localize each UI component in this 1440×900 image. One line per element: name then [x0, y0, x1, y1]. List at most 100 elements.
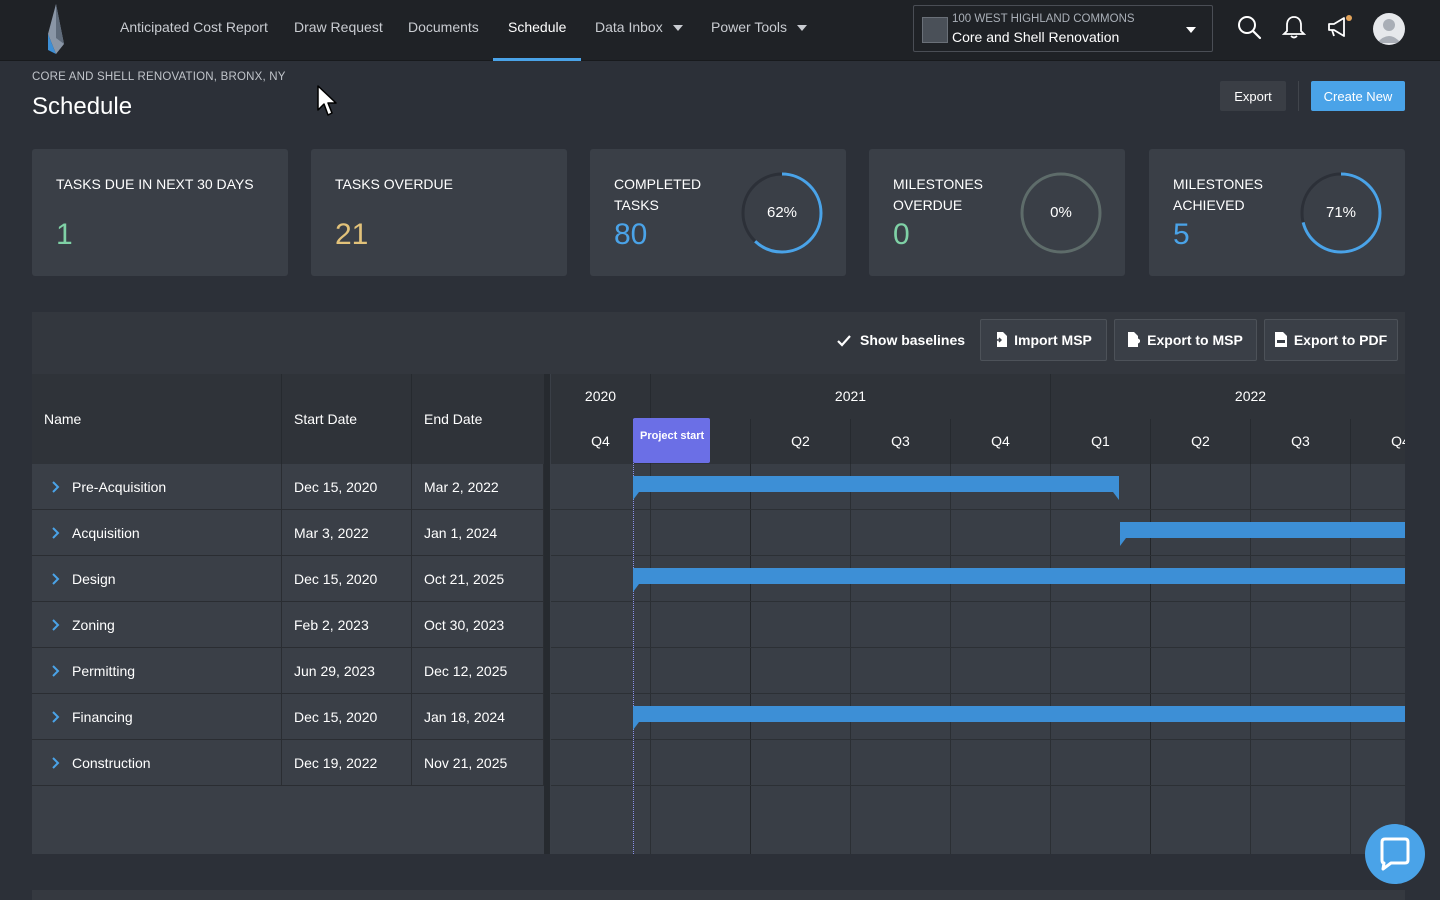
file-import-icon: [995, 332, 1008, 347]
chevron-right-icon[interactable]: [50, 573, 62, 585]
timeline-gridline: [750, 464, 751, 854]
nav-label: Schedule: [508, 19, 567, 35]
import-msp-button[interactable]: Import MSP: [980, 319, 1107, 361]
timeline-quarter: Q3: [1251, 419, 1351, 464]
cell-end-date: Mar 2, 2022: [412, 464, 544, 510]
gantt-toolbar: Show baselines Import MSP Export to MSP …: [32, 312, 1405, 374]
megaphone-icon[interactable]: [1326, 14, 1352, 40]
project-thumbnail: [922, 17, 948, 43]
timeline-quarter: Q4: [1351, 419, 1405, 464]
progress-ring: [741, 172, 823, 254]
cell-start-date: Dec 15, 2020: [282, 464, 412, 510]
table-row[interactable]: Pre-Acquisition Dec 15, 2020 Mar 2, 2022: [32, 464, 544, 510]
chevron-right-icon[interactable]: [50, 481, 62, 493]
stat-card-tasks-overdue: TASKS OVERDUE 21: [311, 149, 567, 276]
cell-name: Permitting: [32, 648, 282, 694]
show-baselines-label[interactable]: Show baselines: [860, 332, 966, 348]
project-start-flag[interactable]: Project start: [633, 418, 710, 463]
gantt-bar[interactable]: [633, 476, 1119, 500]
grid-splitter[interactable]: [544, 374, 550, 854]
ring-percent: 0%: [1050, 204, 1072, 221]
cell-start-date: Feb 2, 2023: [282, 602, 412, 648]
stat-card-milestones-overdue: MILESTONES OVERDUE 0 0%: [869, 149, 1125, 276]
cell-end-date: Oct 30, 2023: [412, 602, 544, 648]
timeline-gridline: [1250, 464, 1251, 854]
company-logo[interactable]: [44, 4, 68, 54]
nav-documents[interactable]: Documents: [408, 0, 479, 61]
stat-label: TASKS OVERDUE: [335, 176, 453, 192]
timeline-gridline: [850, 464, 851, 854]
stat-card-tasks-due: TASKS DUE IN NEXT 30 DAYS 1: [32, 149, 288, 276]
chevron-right-icon[interactable]: [50, 619, 62, 631]
nav-data-inbox[interactable]: Data Inbox: [595, 0, 683, 61]
table-row[interactable]: Design Dec 15, 2020 Oct 21, 2025: [32, 556, 544, 602]
chevron-right-icon[interactable]: [50, 527, 62, 539]
nav-label: Anticipated Cost Report: [120, 19, 268, 35]
nav-label: Documents: [408, 19, 479, 35]
chevron-right-icon[interactable]: [50, 757, 62, 769]
stat-value: 0: [893, 218, 910, 251]
pdf-file-icon: [1274, 332, 1287, 347]
project-selector[interactable]: 100 WEST HIGHLAND COMMONS Core and Shell…: [913, 5, 1213, 52]
table-row[interactable]: Acquisition Mar 3, 2022 Jan 1, 2024: [32, 510, 544, 556]
table-row[interactable]: Permitting Jun 29, 2023 Dec 12, 2025: [32, 648, 544, 694]
export-pdf-button[interactable]: Export to PDF: [1264, 319, 1398, 361]
timeline-years-row: 2020 2021 2022: [551, 374, 1405, 419]
nav-power-tools[interactable]: Power Tools: [711, 0, 808, 61]
user-icon: [1377, 19, 1401, 43]
task-name: Pre-Acquisition: [72, 479, 167, 495]
timeline-row-divider: [551, 647, 1405, 648]
nav-schedule[interactable]: Schedule: [492, 0, 582, 61]
task-name: Permitting: [72, 663, 136, 679]
column-header-start-date[interactable]: Start Date: [282, 374, 412, 464]
stat-card-milestones-achieved: MILESTONES ACHIEVED 5 71%: [1149, 149, 1405, 276]
nav-anticipated-cost-report[interactable]: Anticipated Cost Report: [120, 0, 268, 61]
timeline-row-divider: [551, 601, 1405, 602]
stat-label: TASKS DUE IN NEXT 30 DAYS: [56, 176, 254, 192]
gantt-bar[interactable]: [633, 706, 1405, 730]
cell-name: Zoning: [32, 602, 282, 648]
next-panel-edge: [32, 890, 1405, 900]
cell-start-date: Jun 29, 2023: [282, 648, 412, 694]
nav-label: Draw Request: [294, 19, 383, 35]
column-header-name[interactable]: Name: [32, 374, 282, 464]
timeline-row-divider: [551, 739, 1405, 740]
show-baselines-checkbox[interactable]: [834, 331, 854, 351]
chevron-right-icon[interactable]: [50, 711, 62, 723]
cell-end-date: Nov 21, 2025: [412, 740, 544, 786]
page-title: Schedule: [32, 93, 133, 120]
chevron-right-icon[interactable]: [50, 665, 62, 677]
stat-value: 1: [56, 218, 73, 251]
table-row[interactable]: Financing Dec 15, 2020 Jan 18, 2024: [32, 694, 544, 740]
table-row[interactable]: Zoning Feb 2, 2023 Oct 30, 2023: [32, 602, 544, 648]
cell-start-date: Mar 3, 2022: [282, 510, 412, 556]
bell-icon[interactable]: [1281, 14, 1307, 40]
avatar[interactable]: [1373, 13, 1405, 45]
gantt-bar[interactable]: [1119, 522, 1405, 546]
breadcrumb: CORE AND SHELL RENOVATION, BRONX, NY: [32, 71, 286, 83]
export-button[interactable]: Export: [1220, 81, 1286, 111]
task-name: Financing: [72, 709, 133, 725]
caret-down-icon: [797, 25, 808, 32]
cell-end-date: Dec 12, 2025: [412, 648, 544, 694]
chat-support-button[interactable]: [1365, 824, 1425, 884]
cell-name: Pre-Acquisition: [32, 464, 282, 510]
cell-name: Financing: [32, 694, 282, 740]
export-msp-button[interactable]: Export to MSP: [1114, 319, 1257, 361]
stat-label: MILESTONES ACHIEVED: [1173, 176, 1263, 213]
export-pdf-label: Export to PDF: [1293, 332, 1388, 348]
search-icon[interactable]: [1236, 14, 1262, 40]
column-header-end-date[interactable]: End Date: [424, 411, 483, 427]
cell-end-date: Jan 1, 2024: [412, 510, 544, 556]
create-new-button[interactable]: Create New: [1311, 81, 1405, 111]
gantt-bar[interactable]: [633, 568, 1405, 592]
cell-start-date: Dec 15, 2020: [282, 556, 412, 602]
table-row[interactable]: Construction Dec 19, 2022 Nov 21, 2025: [32, 740, 544, 786]
ring-percent: 71%: [1325, 204, 1357, 221]
import-msp-label: Import MSP: [1014, 332, 1092, 348]
timeline-gridline: [1350, 464, 1351, 854]
file-export-icon: [1128, 332, 1141, 347]
nav-draw-request[interactable]: Draw Request: [294, 0, 383, 61]
timeline-year: 2021: [651, 374, 1051, 419]
